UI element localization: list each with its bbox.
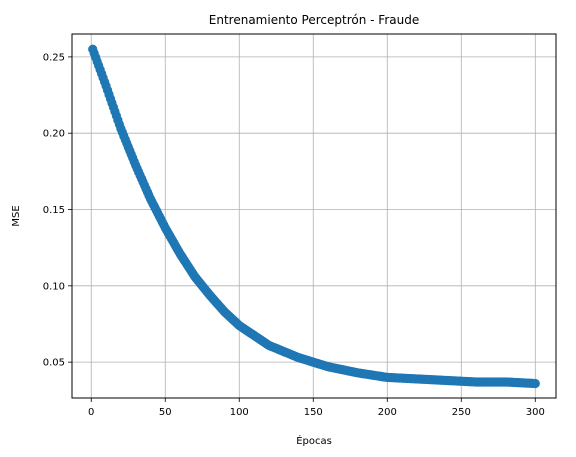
y-tick-label: 0.15: [43, 205, 65, 216]
series: [88, 44, 540, 389]
grid: [72, 34, 556, 398]
y-ticks: 0.05 0.10 0.15 0.20 0.25: [43, 52, 72, 369]
x-tick-label: 300: [526, 407, 545, 418]
x-ticks: 0 50 100 150 200 250 300: [88, 398, 545, 418]
data-point: [530, 378, 540, 389]
y-tick-label: 0.25: [43, 52, 65, 63]
x-tick-label: 150: [304, 407, 323, 418]
x-tick-label: 50: [159, 407, 172, 418]
chart-title: Entrenamiento Perceptrón - Fraude: [209, 13, 419, 27]
plot-frame: [71, 33, 557, 399]
x-tick-label: 200: [378, 407, 397, 418]
y-axis-label: MSE: [11, 205, 22, 226]
x-axis-label: Épocas: [296, 434, 332, 447]
x-tick-label: 100: [230, 407, 249, 418]
y-tick-label: 0.20: [43, 129, 65, 140]
y-tick-label: 0.05: [43, 358, 65, 369]
y-tick-label: 0.10: [43, 281, 65, 292]
x-tick-label: 0: [88, 407, 94, 418]
x-tick-label: 250: [452, 407, 471, 418]
